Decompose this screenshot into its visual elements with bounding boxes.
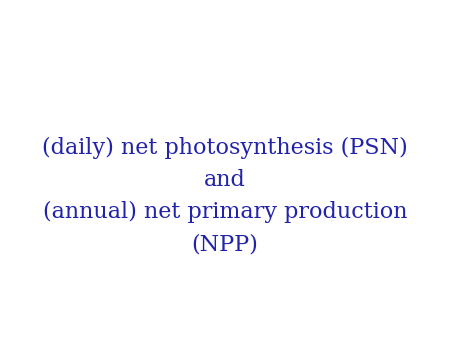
Text: (daily) net photosynthesis (PSN)
and
(annual) net primary production
(NPP): (daily) net photosynthesis (PSN) and (an… bbox=[42, 137, 408, 256]
